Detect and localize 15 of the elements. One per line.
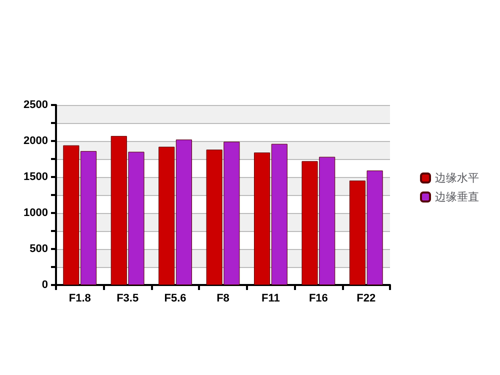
y-tick-label: 500 xyxy=(30,243,48,255)
legend-label: 边缘水平 xyxy=(435,172,479,184)
y-tick-label: 1000 xyxy=(24,207,48,219)
legend-label: 边缘垂直 xyxy=(435,190,479,204)
x-tick-label: F5.6 xyxy=(164,292,186,304)
y-tick-label: 2000 xyxy=(24,135,48,147)
x-tick-label: F16 xyxy=(308,292,328,304)
x-tick-label: F11 xyxy=(262,292,280,304)
x-tick-label: F1.8 xyxy=(68,292,91,304)
x-tick-label: F3.5 xyxy=(116,292,139,304)
x-tick-label: F22 xyxy=(356,292,376,304)
y-tick-label: 0 xyxy=(42,279,48,291)
y-tick-label: 1500 xyxy=(24,171,48,183)
y-tick-label: 2500 xyxy=(24,99,48,111)
x-tick-label: F8 xyxy=(216,292,230,304)
